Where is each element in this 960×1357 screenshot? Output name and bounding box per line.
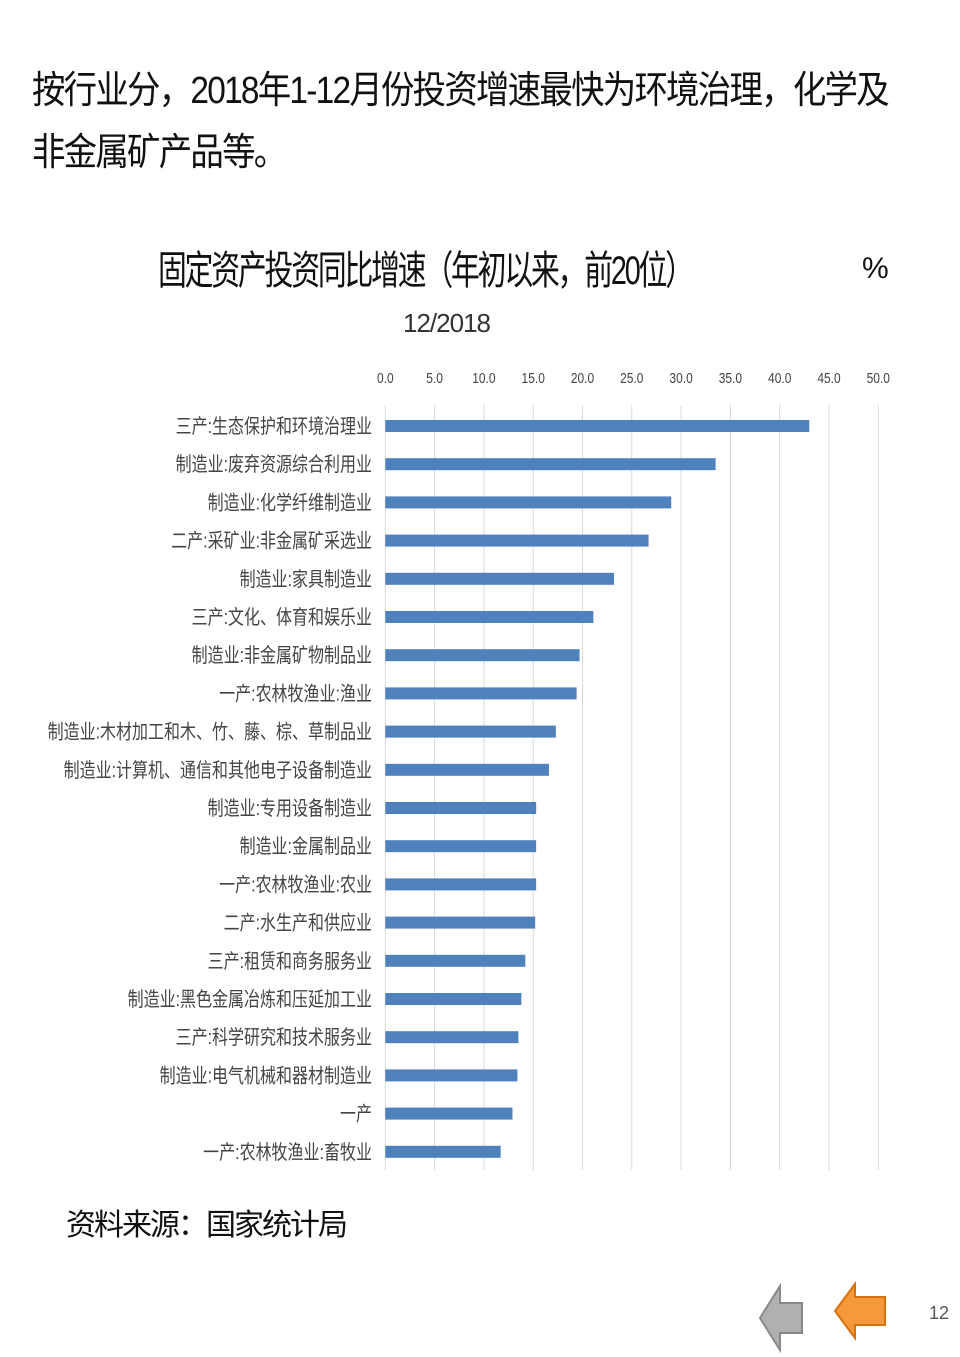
bar (385, 1069, 518, 1082)
bar (385, 725, 556, 738)
x-tick-label: 50.0 (867, 370, 891, 387)
category-label: 制造业:专用设备制造业 (208, 797, 372, 819)
bar (385, 1107, 513, 1120)
category-label: 一产:农林牧渔业:渔业 (219, 683, 372, 705)
headline: 按行业分，2018年1-12月份投资增速最快为环境治理，化学及非金属矿产品等。 (32, 70, 890, 174)
bar (385, 1031, 519, 1044)
category-label: 二产:水生产和供应业 (224, 912, 372, 934)
x-tick-label: 5.0 (426, 370, 443, 387)
x-tick-label: 10.0 (472, 370, 496, 387)
arrow-left-orange-icon[interactable] (833, 1281, 889, 1341)
bar (385, 534, 649, 547)
category-label: 三产:文化、体育和娱乐业 (192, 606, 372, 628)
x-tick-label: 15.0 (522, 370, 546, 387)
chart-subtitle: 12/2018 (403, 308, 491, 338)
bar (385, 611, 594, 623)
bar (385, 649, 580, 662)
chart-unit: % (862, 252, 889, 285)
category-label: 制造业:非金属矿物制品业 (192, 645, 372, 667)
category-label: 三产:科学研究和技术服务业 (176, 1027, 372, 1049)
category-label: 一产:农林牧渔业:畜牧业 (203, 1141, 372, 1163)
x-tick-label: 45.0 (817, 370, 841, 387)
bar (385, 687, 577, 700)
category-label: 制造业:家具制造业 (240, 568, 372, 590)
bar (385, 1145, 501, 1158)
x-tick-label: 0.0 (377, 370, 394, 387)
x-tick-label: 25.0 (620, 370, 644, 387)
category-label: 制造业:计算机、通信和其他电子设备制造业 (64, 759, 372, 781)
bar (385, 993, 522, 1005)
category-label: 制造业:木材加工和木、竹、藤、棕、草制品业 (48, 721, 372, 743)
bar (385, 458, 716, 471)
bar (385, 878, 537, 891)
category-label: 制造业:废弃资源综合利用业 (176, 454, 372, 476)
category-label: 制造业:电气机械和器材制造业 (160, 1065, 372, 1087)
bar (385, 763, 549, 776)
bar (385, 802, 537, 814)
chart-title: 固定资产投资同比增速（年初以来，前20位） (158, 249, 694, 293)
arrow-left-gray-icon[interactable] (758, 1283, 804, 1353)
category-label: 三产:生态保护和环境治理业 (176, 415, 372, 437)
category-label: 制造业:化学纤维制造业 (208, 492, 372, 514)
bar (385, 954, 526, 967)
category-label: 一产 (340, 1103, 372, 1125)
page-number: 12 (929, 1303, 950, 1323)
bar (385, 496, 672, 509)
category-label: 二产:采矿业:非金属矿采选业 (171, 530, 372, 552)
bar (385, 916, 536, 929)
bar (385, 572, 615, 585)
source-note: 资料来源：国家统计局 (66, 1209, 348, 1242)
category-label: 制造业:黑色金属冶炼和压延加工业 (128, 988, 372, 1010)
category-label: 三产:租赁和商务服务业 (208, 950, 372, 972)
category-label: 一产:农林牧渔业:农业 (219, 874, 372, 896)
x-tick-label: 40.0 (768, 370, 792, 387)
x-tick-label: 20.0 (571, 370, 595, 387)
bar (385, 840, 537, 853)
x-tick-label: 30.0 (669, 370, 693, 387)
bar (385, 420, 810, 432)
category-label: 制造业:金属制品业 (240, 836, 372, 858)
x-tick-label: 35.0 (719, 370, 743, 387)
